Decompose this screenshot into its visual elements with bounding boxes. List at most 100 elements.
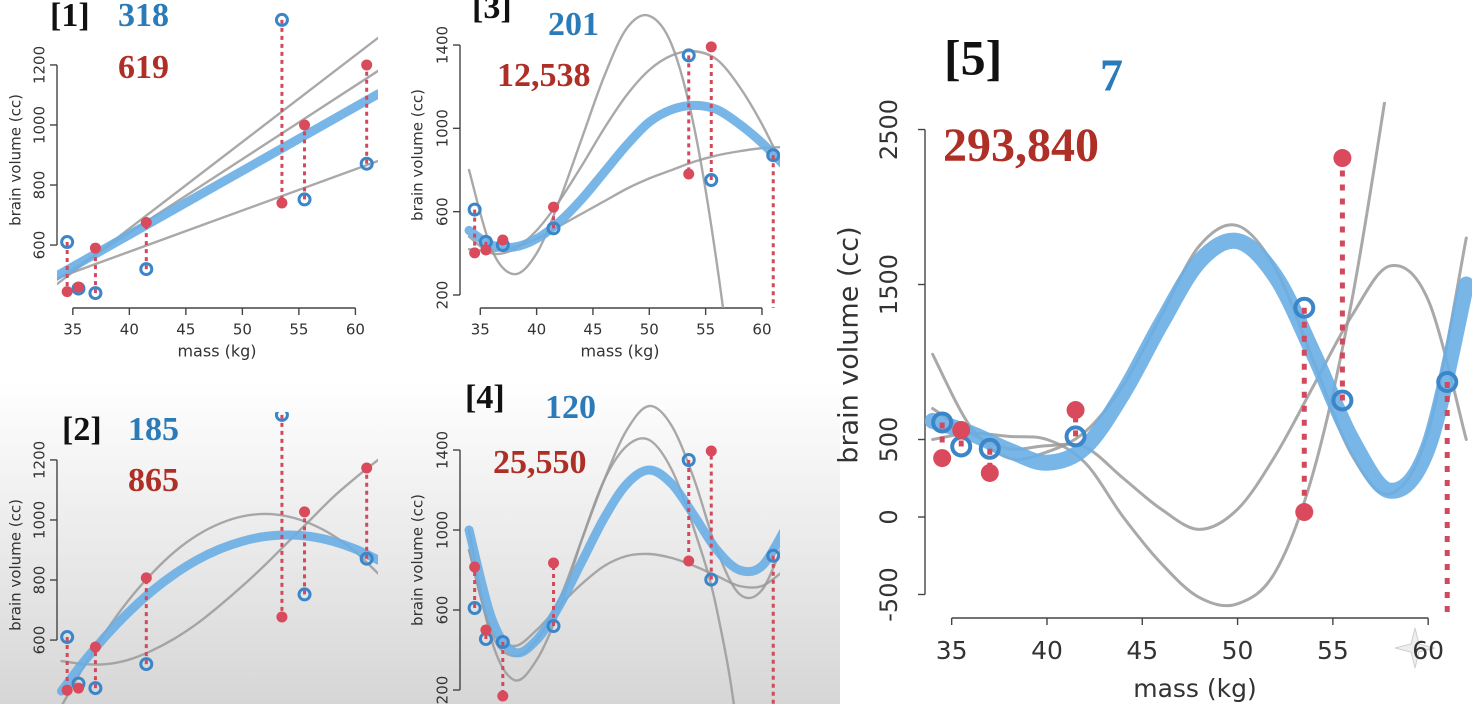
predicted-point	[299, 506, 311, 518]
panel-title: [2]	[62, 411, 102, 448]
predicted-point	[72, 682, 84, 694]
x-tick-label: 45	[176, 321, 195, 339]
predicted-point	[276, 197, 288, 209]
resample-curve	[931, 102, 1387, 608]
x-tick-label: 55	[289, 321, 308, 339]
predicted-point	[497, 690, 509, 702]
y-tick-label: 600	[31, 231, 49, 260]
x-tick-label: 55	[696, 321, 715, 339]
y-tick-label: 500	[875, 417, 903, 463]
predicted-point	[89, 641, 101, 653]
predicted-point	[933, 449, 952, 468]
observed-point	[88, 681, 103, 696]
predicted-point	[361, 59, 373, 71]
observed-point	[139, 262, 154, 277]
predicted-point	[705, 41, 717, 53]
score: 293,840	[943, 119, 1099, 172]
resample-curve	[467, 548, 780, 648]
background-fade	[0, 380, 840, 704]
predicted-point	[548, 201, 560, 213]
points	[467, 41, 780, 259]
curves	[464, 404, 780, 704]
y-tick-label: 200	[434, 676, 452, 704]
predicted-point	[469, 561, 481, 573]
predicted-point	[497, 234, 509, 246]
predicted-point	[469, 247, 481, 259]
points	[931, 149, 1459, 522]
y-tick-label: 1000	[434, 109, 452, 147]
y-tick-label: -500	[875, 567, 903, 621]
y-axis-label: brain volume (cc)	[7, 94, 25, 226]
predicted-point	[480, 624, 492, 636]
predicted-point	[480, 244, 492, 256]
y-tick-label: 1400	[434, 431, 452, 469]
observed-point	[274, 12, 289, 27]
resample-curve	[467, 437, 736, 704]
y-tick-label: 1200	[31, 46, 49, 84]
x-tick-label: 50	[233, 321, 252, 339]
score: 865	[128, 462, 179, 499]
observed-point	[766, 148, 780, 163]
observed-point	[297, 192, 312, 207]
score: 25,550	[493, 444, 587, 481]
y-tick-label: 1200	[31, 441, 49, 479]
y-tick-label: 1000	[434, 511, 452, 549]
predicted-point	[89, 242, 101, 254]
y-tick-label: 1500	[875, 254, 903, 315]
score: 12,538	[497, 57, 591, 94]
observed-point	[297, 587, 312, 602]
points	[60, 412, 374, 696]
x-tick-label: 40	[527, 321, 546, 339]
observed-point	[139, 657, 154, 672]
observed-point	[495, 635, 510, 649]
observed-point	[274, 412, 289, 422]
y-axis-label: brain volume (cc)	[409, 89, 427, 221]
predicted-point	[683, 555, 695, 567]
sparkle-icon	[1394, 627, 1436, 669]
x-tick-label: 35	[936, 636, 968, 665]
y-tick-label: 200	[434, 281, 452, 310]
x-tick-label: 55	[1317, 636, 1349, 665]
panel-title: [1]	[50, 0, 90, 34]
observed-point	[359, 551, 374, 566]
x-tick-label: 60	[346, 321, 365, 339]
predicted-point	[1066, 401, 1085, 420]
x-axis-label: mass (kg)	[580, 342, 659, 361]
x-tick-label: 45	[583, 321, 602, 339]
y-tick-label: 1400	[434, 26, 452, 64]
x-tick-label: 45	[1126, 636, 1158, 665]
observed-point	[766, 548, 780, 563]
score: 185	[128, 411, 179, 448]
observed-point	[546, 619, 561, 633]
y-axis-label: brain volume (cc)	[7, 499, 25, 631]
predicted-point	[683, 168, 695, 180]
observed-point	[1293, 296, 1316, 319]
predicted-point	[72, 281, 84, 293]
fit-curve	[464, 100, 780, 253]
observed-point	[704, 572, 719, 587]
resample-curve	[57, 159, 378, 280]
x-tick-label: 50	[1222, 636, 1254, 665]
x-tick-label: 40	[120, 321, 139, 339]
observed-point	[60, 235, 75, 250]
predicted-point	[705, 445, 717, 457]
panel-title: [3]	[472, 0, 512, 26]
y-axis-label: brain volume (cc)	[834, 226, 865, 463]
y-tick-label: 800	[31, 171, 49, 200]
score: 318	[118, 0, 169, 34]
x-tick-label: 60	[752, 321, 771, 339]
resample-curve	[467, 13, 725, 308]
y-tick-label: 0	[875, 509, 903, 524]
x-tick-label: 60	[1412, 636, 1444, 665]
x-tick-label: 35	[63, 321, 82, 339]
observed-point	[1331, 389, 1354, 412]
score: 120	[545, 389, 596, 426]
x-axis-label: mass (kg)	[1133, 674, 1257, 703]
predicted-point	[276, 611, 288, 623]
curves	[57, 414, 378, 704]
x-axis-label: mass (kg)	[177, 342, 256, 361]
panel-title: [4]	[465, 379, 505, 416]
observed-point	[467, 202, 482, 217]
observed-point	[467, 601, 482, 615]
